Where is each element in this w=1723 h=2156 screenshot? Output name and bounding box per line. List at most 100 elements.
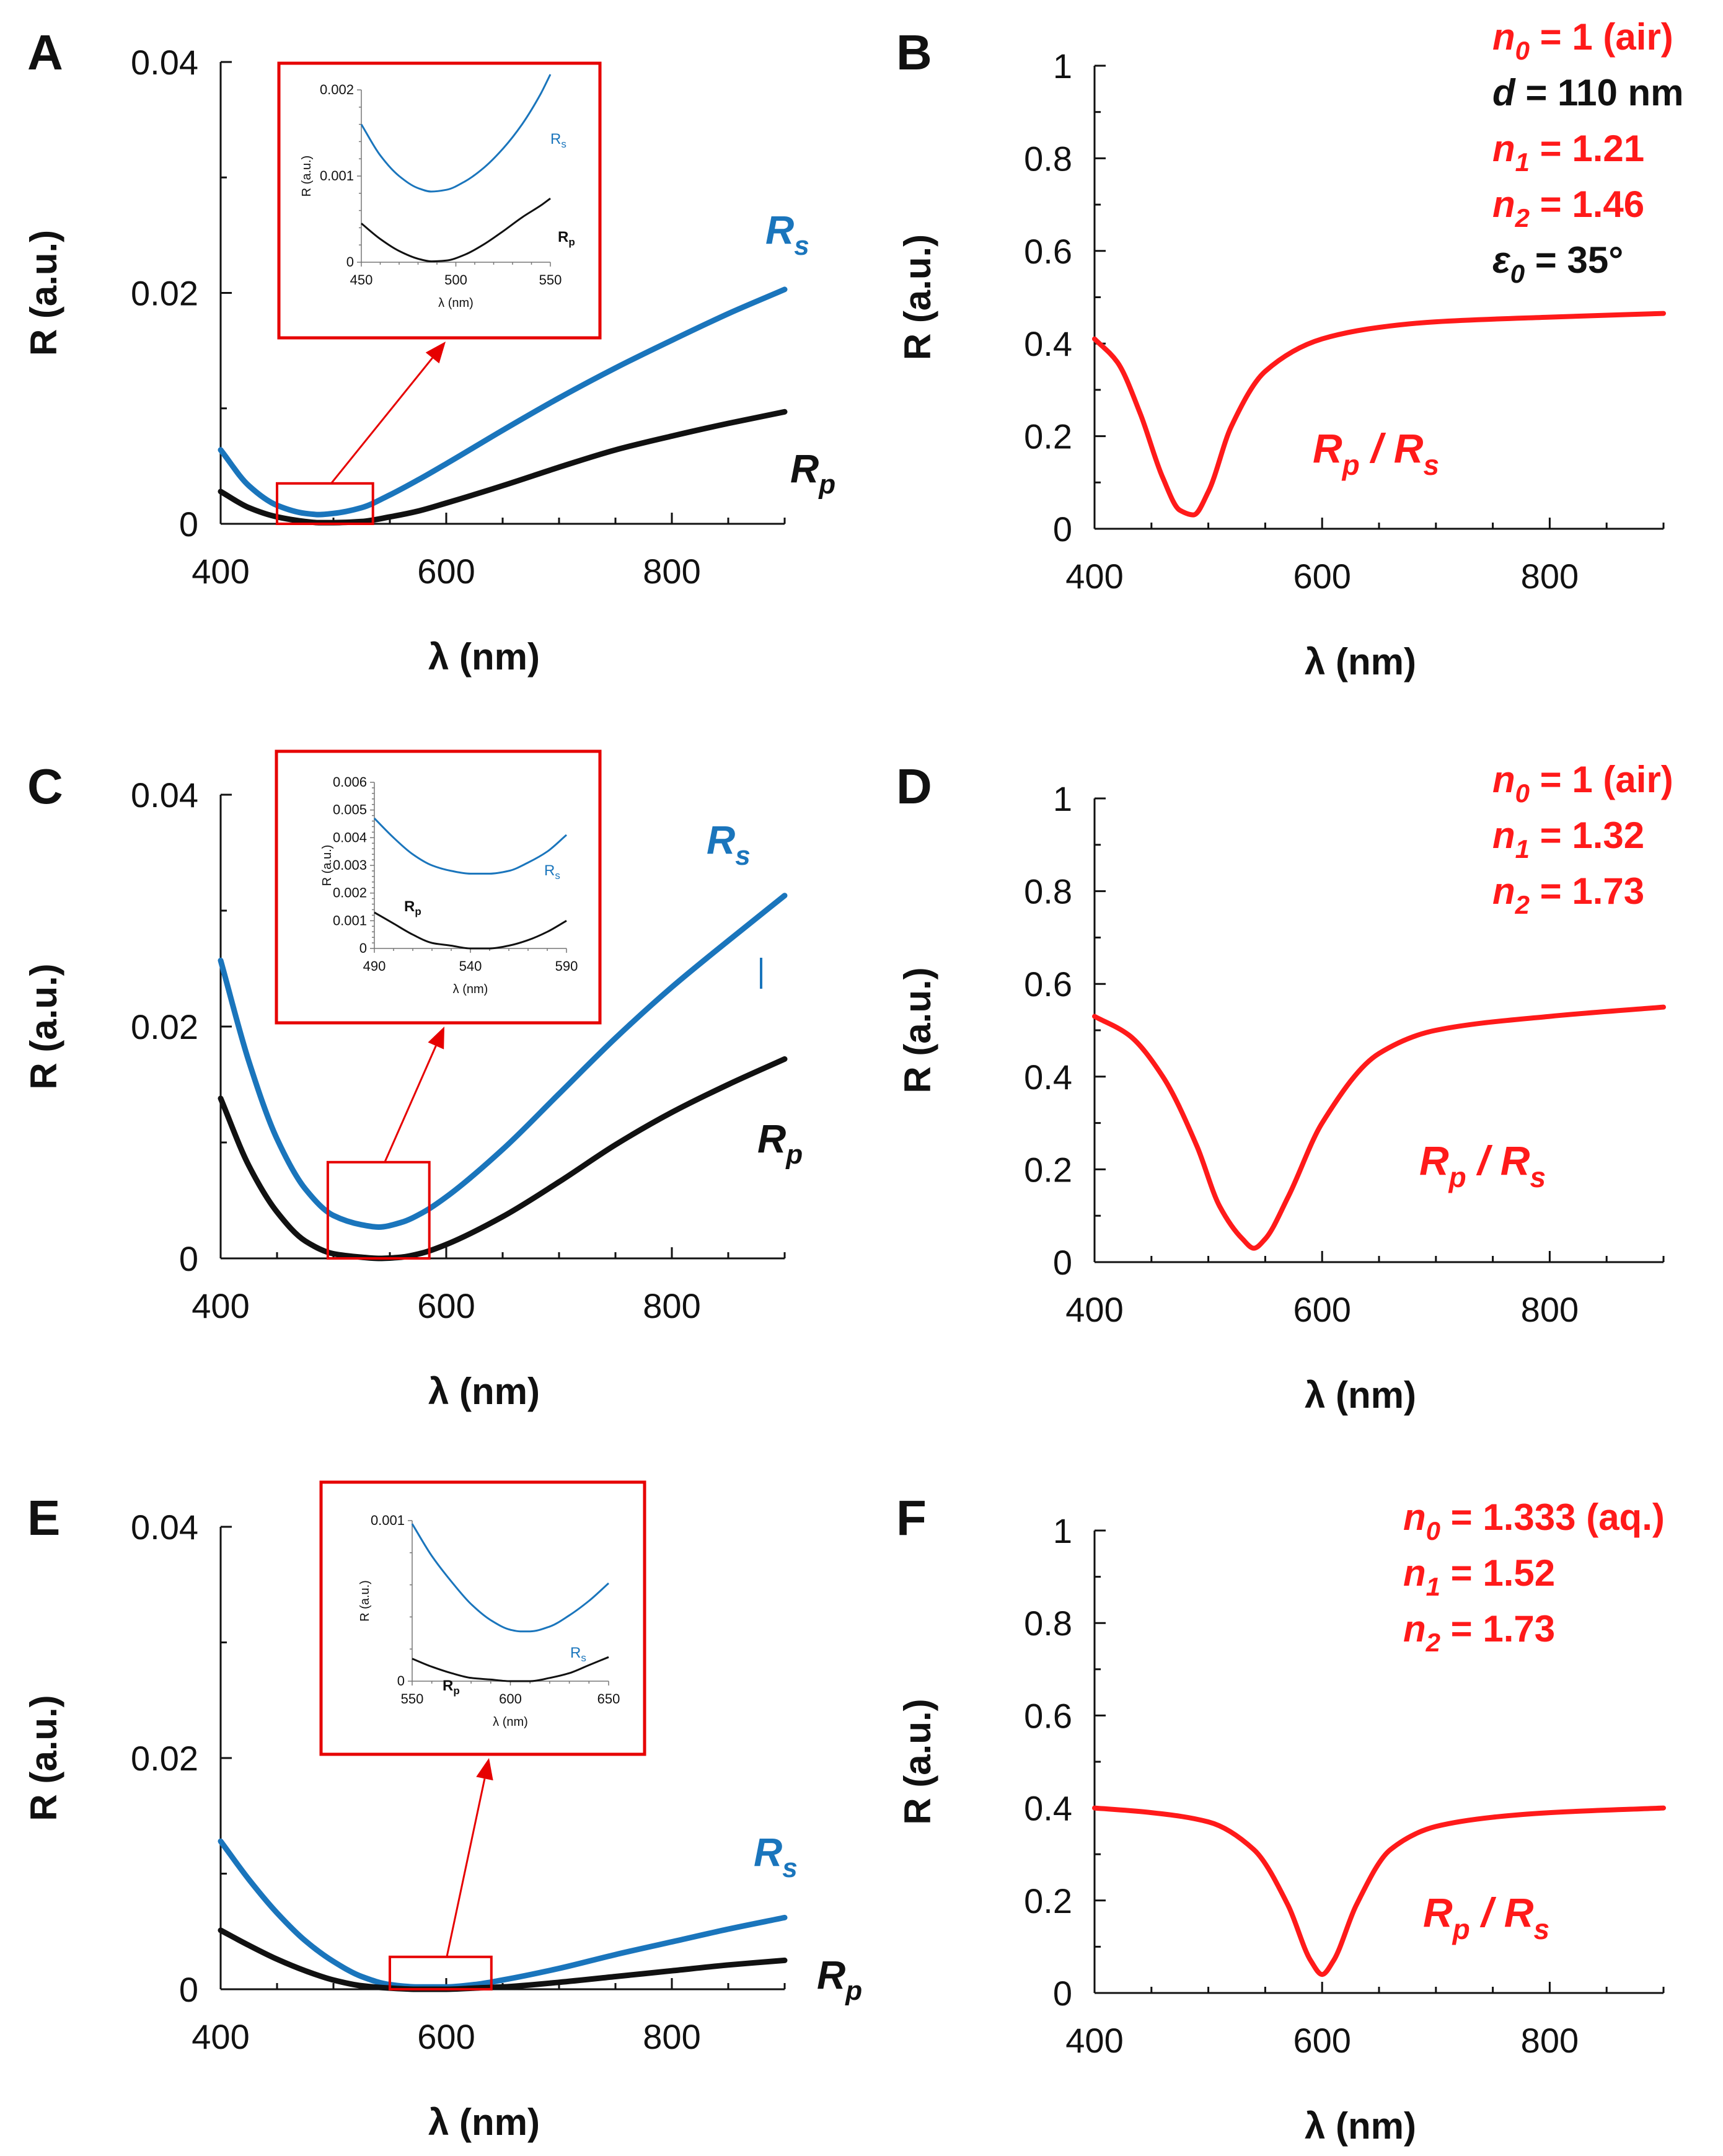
- series-line-rprs: [1092, 311, 1666, 518]
- series-line-rp: [218, 1056, 788, 1261]
- zoom-arrow: [446, 1778, 486, 1958]
- inset-series-rp: [412, 1656, 609, 1682]
- inset-x-title: λ (nm): [453, 983, 488, 996]
- zoom-box: [326, 1160, 431, 1260]
- panel-a: A 400 600 800 0 0.02 0.04 λ (nm) R (a.u.) Rs Rp 450…: [23, 25, 835, 678]
- y-tick-label: 0.04: [131, 1508, 198, 1547]
- inset-series-rs: [360, 74, 552, 193]
- x-tick-label: 400: [1065, 557, 1123, 596]
- panel-e: E 400 600 800 0 0.02 0.04 λ (nm) R (a.u.) Rs Rp 550…: [23, 1480, 862, 2143]
- y-tick-label: 0: [179, 1970, 198, 2009]
- x-tick-label: 400: [1065, 2021, 1123, 2060]
- panel-letter: B: [896, 25, 932, 80]
- inset-y-tick-label: 0.001: [320, 168, 354, 183]
- y-axis-title: R (a.u.): [23, 230, 64, 356]
- panel-b: B 400 600 800 0 0.2 0.4 0.6 0.8 1 λ (nm) R (a.u.) Rp…: [896, 16, 1684, 683]
- inset-series-rs: [411, 1523, 610, 1633]
- inset-label-rp: Rp: [558, 229, 575, 248]
- y-tick-label: 0.02: [131, 1007, 198, 1046]
- series-label-ratio: Rp / Rs: [1423, 1889, 1549, 1945]
- y-tick-label: 0.6: [1024, 232, 1072, 271]
- inset-y-tick-label: 0: [397, 1673, 405, 1689]
- inset-y-tick-label: 0.004: [333, 829, 367, 845]
- panel-letter: A: [27, 25, 63, 80]
- panel-letter: D: [896, 759, 932, 814]
- y-tick-label: 0.8: [1024, 139, 1072, 178]
- x-tick-label: 600: [417, 552, 475, 591]
- inset-label-rp: Rp: [443, 1677, 460, 1697]
- inset-label-rs: Rs: [570, 1645, 586, 1664]
- zoom-arrow-head: [476, 1758, 493, 1781]
- x-tick-label: 800: [1521, 2021, 1579, 2060]
- inset-x-title: λ (nm): [438, 296, 474, 310]
- inset-x-tick-label: 450: [350, 272, 373, 288]
- x-tick-label: 800: [643, 1286, 700, 1325]
- x-tick-label: 400: [192, 552, 249, 591]
- series-label-rs: Rs: [754, 1830, 798, 1883]
- inset-y-tick-label: 0.005: [333, 802, 367, 818]
- x-axis-title: λ (nm): [428, 636, 540, 678]
- inset-frame: [319, 1480, 646, 1756]
- series-label-rp: Rp: [817, 1953, 862, 2006]
- y-tick-label: 0.2: [1024, 417, 1072, 456]
- inset-x-tick-label: 550: [401, 1691, 424, 1707]
- y-axis-title: R (a.u.): [897, 234, 938, 360]
- y-tick-label: 0.4: [1024, 324, 1072, 363]
- inset-y-tick-label: 0.002: [320, 82, 354, 97]
- series-label-rs: Rs: [707, 818, 751, 871]
- x-tick-label: 600: [1293, 1290, 1351, 1329]
- series-line-rprs: [1092, 1805, 1666, 1977]
- inset-y-tick-label: 0.003: [333, 857, 367, 873]
- inset-y-tick-label: 0.001: [371, 1513, 405, 1528]
- x-tick-label: 600: [1293, 2021, 1351, 2060]
- x-axis-title: λ (nm): [1305, 2105, 1416, 2147]
- y-tick-label: 0.4: [1024, 1058, 1072, 1097]
- parameter-n1: n1 = 1.21: [1492, 128, 1644, 177]
- series-line-rprs: [1092, 1004, 1666, 1251]
- y-axis-title: R (a.u.): [897, 967, 938, 1093]
- inset-series-rs: [373, 818, 567, 875]
- inset-y-tick-label: 0.006: [333, 774, 367, 790]
- y-tick-label: 0.04: [131, 43, 198, 82]
- y-axis-title: R (a.u.): [23, 963, 64, 1089]
- series-line-rp: [218, 409, 788, 526]
- series-label-rs: Rs: [765, 208, 809, 261]
- panel-letter: E: [27, 1490, 60, 1545]
- parameter-n2: n2 = 1.46: [1492, 183, 1644, 232]
- inset-x-title: λ (nm): [493, 1715, 528, 1729]
- x-tick-label: 400: [192, 1286, 249, 1325]
- inset-y-tick-label: 0: [359, 940, 367, 956]
- inset-x-tick-label: 540: [459, 958, 482, 974]
- y-axis-title: R (a.u.): [23, 1695, 64, 1821]
- inset-label-rs: Rs: [544, 862, 560, 881]
- inset-x-tick-label: 590: [555, 958, 578, 974]
- panel-letter: F: [896, 1490, 927, 1545]
- panel-c: C 400 600 800 0 0.02 0.04 λ (nm) R (a.u.) Rs Rp 490…: [23, 749, 803, 1412]
- parameter-n1: n1 = 1.32: [1492, 815, 1644, 864]
- y-tick-label: 0.8: [1024, 872, 1072, 911]
- x-axis-title: λ (nm): [428, 2101, 540, 2143]
- zoom-box: [389, 1955, 493, 1991]
- zoom-arrow-head: [425, 342, 446, 364]
- parameter-n0: n0 = 1 (air): [1492, 16, 1673, 65]
- y-tick-label: 0.4: [1024, 1789, 1072, 1828]
- y-tick-label: 0: [1053, 510, 1072, 549]
- y-tick-label: 0: [179, 505, 198, 544]
- series-line-rs: [218, 286, 788, 518]
- y-tick-label: 0.6: [1024, 1696, 1072, 1735]
- inset-label-rs: Rs: [550, 131, 566, 150]
- inset-x-tick-label: 550: [539, 272, 562, 288]
- x-tick-label: 800: [1521, 557, 1579, 596]
- series-line-rs: [218, 893, 788, 1230]
- inset-y-title: R (a.u.): [320, 845, 334, 886]
- parameter-n2: n2 = 1.73: [1492, 870, 1644, 919]
- inset-y-title: R (a.u.): [358, 1580, 372, 1622]
- y-axis-title: R (a.u.): [897, 1699, 938, 1824]
- y-tick-label: 0.8: [1024, 1604, 1072, 1643]
- y-tick-label: 0.2: [1024, 1150, 1072, 1189]
- zoom-arrow-head: [428, 1027, 444, 1049]
- inset-y-tick-label: 0.002: [333, 885, 367, 901]
- panel-letter: C: [27, 759, 63, 814]
- panel-d: D 400 600 800 0 0.2 0.4 0.6 0.8 1 λ (nm) R (a.u.) Rp…: [896, 759, 1673, 1416]
- series-label-ratio: Rp / Rs: [1313, 425, 1439, 481]
